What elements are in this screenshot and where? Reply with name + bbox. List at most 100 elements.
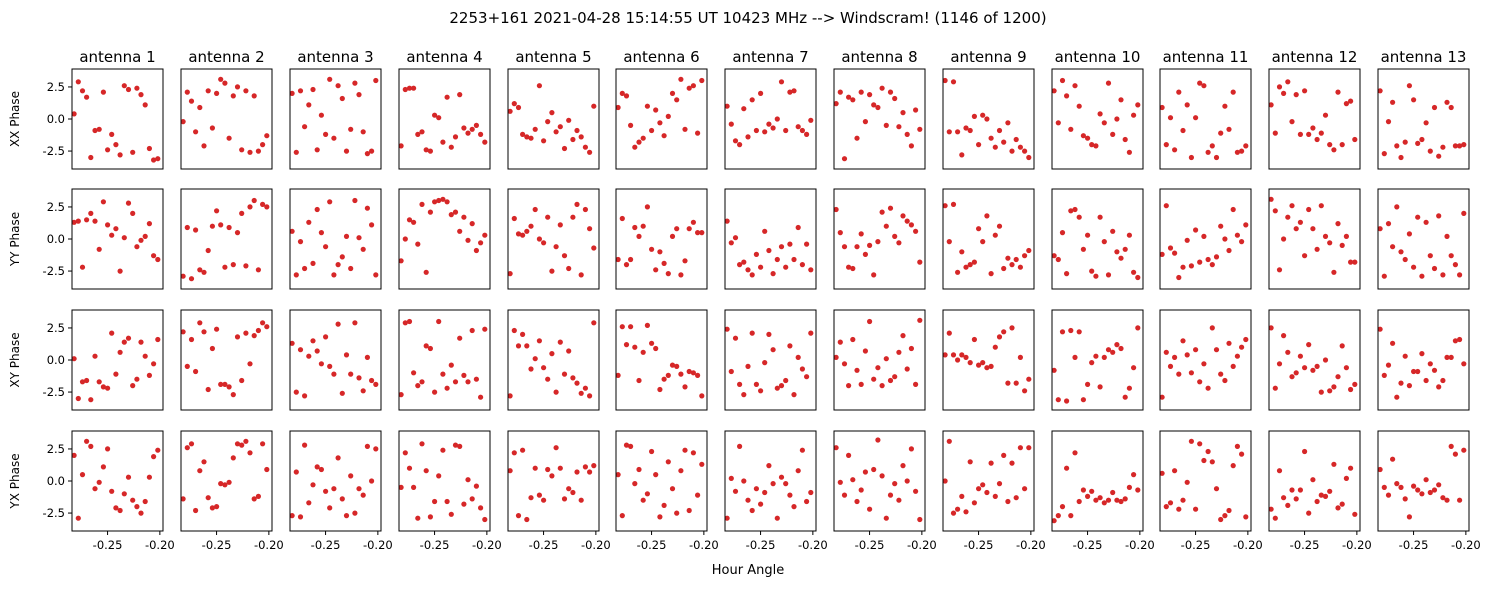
data-point xyxy=(1385,119,1392,125)
data-point xyxy=(732,335,739,341)
subplot xyxy=(615,309,708,411)
data-point xyxy=(84,377,90,384)
data-point xyxy=(130,383,136,389)
data-point xyxy=(636,139,642,145)
data-point xyxy=(640,349,646,355)
data-point xyxy=(398,143,404,149)
data-point xyxy=(1180,264,1186,270)
data-point xyxy=(226,224,232,231)
data-point xyxy=(230,455,236,461)
data-point xyxy=(214,326,220,332)
data-point xyxy=(289,513,295,519)
data-point xyxy=(737,142,743,148)
data-point xyxy=(976,142,982,148)
data-point xyxy=(146,221,152,227)
data-point xyxy=(623,442,630,448)
axes-frame xyxy=(833,68,926,170)
data-point xyxy=(561,496,568,502)
data-point xyxy=(1293,92,1299,98)
data-point xyxy=(1093,273,1099,279)
data-point xyxy=(553,389,559,395)
data-point xyxy=(553,244,559,250)
data-point xyxy=(473,247,479,254)
data-point xyxy=(398,484,404,490)
data-point xyxy=(436,318,442,325)
data-point xyxy=(226,135,232,141)
data-point xyxy=(741,478,747,484)
data-point xyxy=(1268,325,1274,331)
data-point xyxy=(1419,491,1425,497)
data-point xyxy=(879,383,885,389)
data-point xyxy=(749,507,755,514)
data-point xyxy=(1122,496,1128,502)
data-point xyxy=(1272,130,1278,136)
data-point xyxy=(649,127,655,134)
data-point xyxy=(657,514,663,520)
data-point xyxy=(783,127,789,134)
data-point xyxy=(587,149,593,155)
data-point xyxy=(1013,136,1019,143)
data-point xyxy=(644,204,650,210)
data-point xyxy=(1230,463,1236,469)
subplot: -0.25 -0.20 xyxy=(398,430,502,552)
data-point xyxy=(850,265,856,272)
axes-frame xyxy=(507,188,600,290)
data-point xyxy=(469,221,475,227)
data-point xyxy=(1205,256,1211,263)
subplot xyxy=(1159,68,1252,170)
data-point xyxy=(209,125,215,131)
subplot xyxy=(289,188,382,290)
data-point xyxy=(661,260,667,266)
data-point xyxy=(1268,102,1274,108)
axes-frame xyxy=(1051,309,1144,411)
data-point xyxy=(234,441,241,447)
data-point xyxy=(151,157,157,163)
axes-frame xyxy=(1268,309,1361,411)
data-point xyxy=(837,479,843,485)
data-point xyxy=(879,209,885,215)
figure-title: 2253+161 2021-04-28 15:14:55 UT 10423 MH… xyxy=(449,9,1046,27)
data-point xyxy=(557,222,563,228)
data-point xyxy=(1394,143,1400,149)
data-point xyxy=(942,203,948,209)
data-point xyxy=(632,481,638,487)
data-point xyxy=(1427,361,1433,367)
data-point xyxy=(1293,496,1299,502)
data-point xyxy=(209,223,215,229)
data-point xyxy=(1348,386,1354,393)
data-point xyxy=(427,514,433,520)
data-point xyxy=(1167,115,1174,121)
data-point xyxy=(804,131,810,137)
data-point xyxy=(364,151,370,157)
data-point xyxy=(665,271,671,277)
data-point xyxy=(532,465,538,471)
subplot: 2.5 0.0 -2.5 xyxy=(43,309,164,411)
data-point xyxy=(762,228,768,234)
data-point xyxy=(963,509,969,515)
data-point xyxy=(1076,329,1082,335)
data-point xyxy=(1080,133,1086,139)
data-point xyxy=(1335,89,1341,95)
data-point xyxy=(1234,149,1240,155)
data-point xyxy=(478,394,484,400)
data-point xyxy=(1423,120,1429,126)
data-point xyxy=(306,219,312,225)
data-point xyxy=(758,388,764,394)
data-point xyxy=(432,498,438,505)
data-point xyxy=(1013,380,1019,386)
data-point xyxy=(1444,233,1450,239)
data-point xyxy=(1167,500,1174,506)
data-point xyxy=(582,206,588,213)
data-point xyxy=(264,466,270,473)
data-point xyxy=(574,127,580,134)
data-point xyxy=(1343,233,1349,239)
data-point xyxy=(549,351,555,357)
data-point xyxy=(264,204,270,210)
data-point xyxy=(1314,363,1320,369)
data-point xyxy=(686,226,692,232)
axes-frame xyxy=(1159,430,1252,532)
x-tick-label: -0.25 xyxy=(202,538,232,552)
data-point xyxy=(892,481,898,487)
data-point xyxy=(615,372,621,378)
